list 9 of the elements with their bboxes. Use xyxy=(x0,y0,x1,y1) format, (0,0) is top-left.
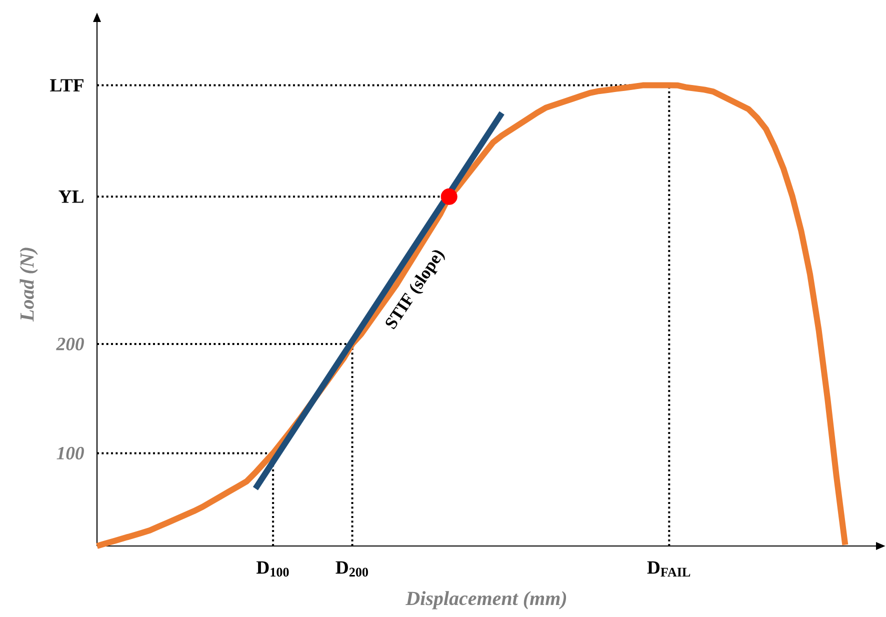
y-tick-label: LTF xyxy=(50,79,84,92)
y-tick-label: YL xyxy=(58,190,84,203)
x-axis-title: Displacement (mm) xyxy=(406,591,566,610)
x-tick-label: D$_{200}$ xyxy=(336,561,368,577)
y-axis-title: Load (N) xyxy=(20,248,38,322)
y-tick-label: 100 xyxy=(56,446,84,460)
x-tick-label: D$_{FAIL}$ xyxy=(647,561,690,576)
x-tick-label: D$_{100}$ xyxy=(256,561,289,577)
y-tick-label: 200 xyxy=(56,338,84,350)
